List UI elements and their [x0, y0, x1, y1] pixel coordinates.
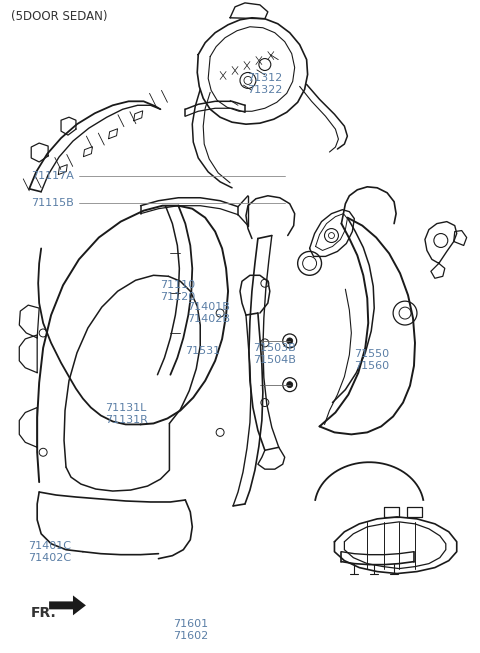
Text: 71312
71322: 71312 71322	[247, 73, 283, 95]
Text: 71531: 71531	[185, 346, 220, 356]
Text: 71110
71120: 71110 71120	[160, 279, 195, 302]
Text: (5DOOR SEDAN): (5DOOR SEDAN)	[12, 10, 108, 23]
Text: 71601
71602: 71601 71602	[173, 618, 208, 641]
Text: FR.: FR.	[31, 607, 57, 620]
Text: 71115B: 71115B	[31, 198, 74, 208]
Text: 71401B
71402B: 71401B 71402B	[188, 302, 230, 324]
Text: 71131L
71131R: 71131L 71131R	[106, 403, 148, 425]
Circle shape	[287, 382, 293, 388]
Circle shape	[287, 338, 293, 344]
Text: 71401C
71402C: 71401C 71402C	[28, 541, 71, 563]
Polygon shape	[49, 596, 86, 615]
Text: 71550
71560: 71550 71560	[355, 349, 390, 371]
Text: 71117A: 71117A	[31, 171, 74, 181]
Text: 71503B
71504B: 71503B 71504B	[253, 343, 296, 365]
